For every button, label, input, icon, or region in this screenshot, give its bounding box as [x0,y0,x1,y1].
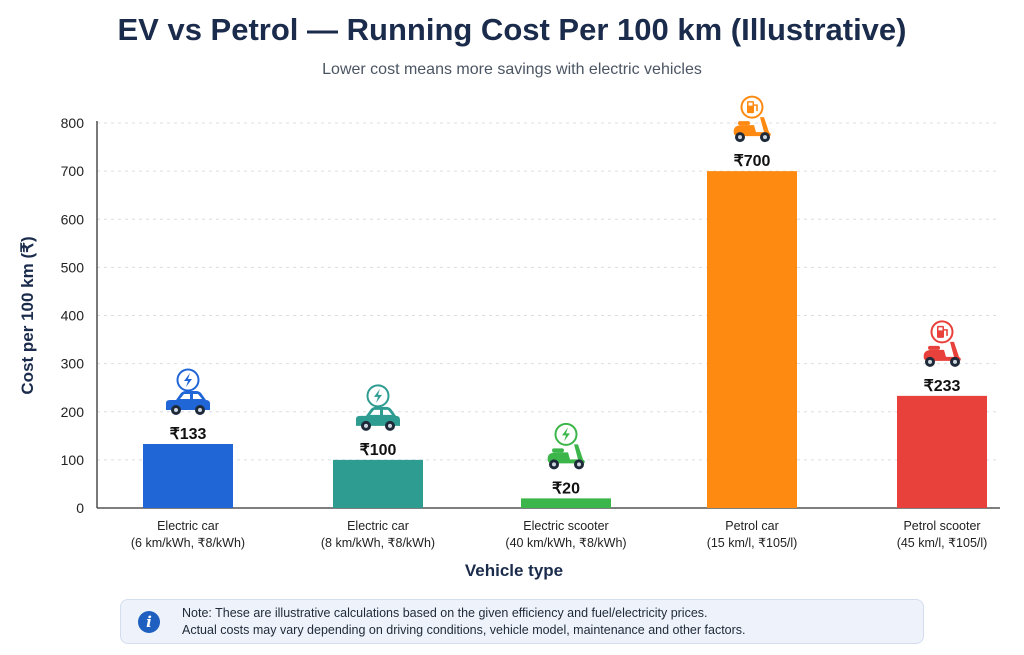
scooter-icon [923,341,961,367]
x-tick-label: Electric car [347,519,409,533]
data-label: ₹100 [360,442,397,459]
fuel-pump-badge-icon [930,320,954,344]
y-tick-label: 500 [61,259,85,275]
y-tick-label: 300 [61,356,85,372]
data-label: ₹233 [924,378,961,395]
note-text: Note: These are illustrative calculation… [182,605,746,639]
bar [143,443,233,508]
note-line-2: Actual costs may vary depending on drivi… [182,623,746,637]
bar [707,171,797,508]
y-tick-label: 600 [61,211,85,227]
note-box: i Note: These are illustrative calculati… [120,599,924,644]
x-tick-label: (40 km/kWh, ₹8/kWh) [505,536,626,550]
x-tick-label: (15 km/l, ₹105/l) [707,536,798,550]
fuel-pump-badge-icon [740,95,764,119]
car-icon [356,406,400,431]
bar [897,395,987,508]
data-label: ₹20 [552,480,580,497]
x-tick-label: Electric car [157,519,219,533]
lightning-badge-icon [366,384,390,408]
x-tick-label: Petrol car [725,519,779,533]
y-tick-label: 700 [61,163,85,179]
car-icon [166,390,210,415]
note-line-1: Note: These are illustrative calculation… [182,606,708,620]
x-axis-label: Vehicle type [465,561,563,580]
y-tick-label: 800 [61,115,85,131]
lightning-badge-icon [176,368,200,392]
y-tick-label: 100 [61,452,85,468]
data-label: ₹700 [734,153,771,170]
chart-title: EV vs Petrol — Running Cost Per 100 km (… [117,12,907,47]
bar [333,459,423,508]
info-icon: i [138,611,160,633]
scooter-icon [733,117,771,143]
y-axis-label: Cost per 100 km (₹) [18,236,37,394]
x-tick-label: Electric scooter [523,519,608,533]
lightning-badge-icon [554,422,578,446]
chart-subtitle: Lower cost means more savings with elect… [322,61,702,78]
y-tick-label: 0 [76,500,84,516]
x-tick-label: (6 km/kWh, ₹8/kWh) [131,536,245,550]
bar-chart: 0 100 200 300 400 500 600 700 800 Cost per 100 km… [18,95,1000,580]
scooter-icon [547,444,585,470]
bar [521,498,611,508]
x-tick-label: (45 km/l, ₹105/l) [897,536,988,550]
y-tick-label: 400 [61,308,85,324]
y-tick-label: 200 [61,404,85,420]
data-label: ₹133 [170,426,207,443]
x-tick-label: Petrol scooter [903,519,980,533]
x-tick-label: (8 km/kWh, ₹8/kWh) [321,536,435,550]
